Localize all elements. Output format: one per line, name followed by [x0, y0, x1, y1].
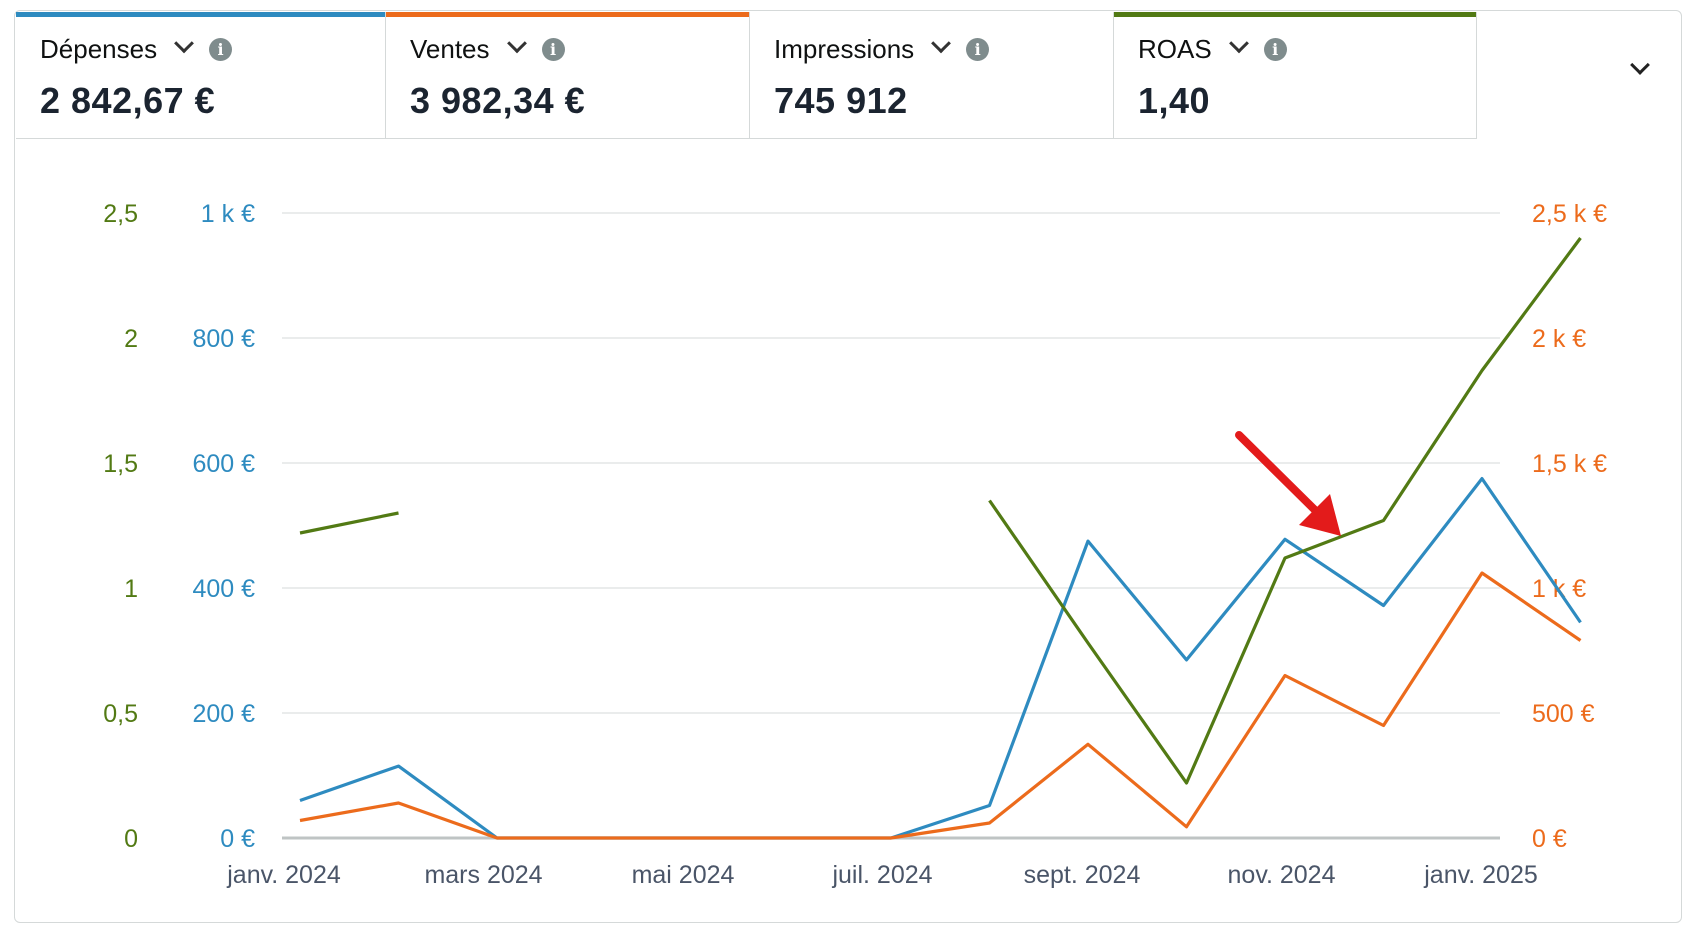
metric-value: 1,40	[1138, 80, 1211, 121]
y-tick-roas: 2	[124, 325, 138, 353]
metric-label: ROAS	[1138, 33, 1212, 64]
series-line-roas	[988, 237, 1582, 785]
y-tick-spend: 200 €	[192, 700, 255, 728]
x-tick-label: janv. 2024	[226, 861, 341, 889]
metric-label: Impressions	[774, 33, 915, 64]
metric-tabs: Dépenses i 2 842,67 € Ventes i 3 982,34 …	[16, 12, 1477, 139]
performance-card	[14, 10, 1682, 923]
y-tick-sales: 1,5 k €	[1532, 450, 1607, 478]
y-tick-sales: 2,5 k €	[1532, 200, 1607, 228]
x-tick-label: sept. 2024	[1024, 861, 1141, 889]
x-tick-label: mai 2024	[632, 861, 735, 889]
x-tick-label: mars 2024	[424, 861, 542, 889]
y-tick-spend: 400 €	[192, 575, 255, 603]
info-icon[interactable]: i	[1263, 37, 1287, 61]
y-tick-spend: 800 €	[192, 325, 255, 353]
y-tick-roas: 1	[124, 575, 138, 603]
y-tick-roas: 0,5	[103, 700, 138, 728]
y-tick-roas: 1,5	[103, 450, 138, 478]
red-arrow-head	[1299, 494, 1341, 536]
metric-value: 3 982,34 €	[410, 80, 586, 121]
info-icon[interactable]: i	[209, 37, 233, 61]
metric-tab-impressions[interactable]: Impressions i 745 912	[750, 12, 1114, 139]
metric-label: Dépenses	[40, 33, 158, 64]
y-tick-sales: 0 €	[1532, 825, 1567, 853]
x-tick-label: nov. 2024	[1228, 861, 1336, 889]
y-tick-roas: 0	[124, 825, 138, 853]
metric-color-bar	[1114, 12, 1476, 17]
y-tick-spend: 0 €	[220, 825, 255, 853]
y-tick-spend: 1 k €	[201, 200, 255, 228]
metric-tab-spend[interactable]: Dépenses i 2 842,67 €	[16, 12, 386, 139]
y-tick-sales: 500 €	[1532, 700, 1595, 728]
y-tick-spend: 600 €	[192, 450, 255, 478]
y-tick-roas: 2,5	[103, 200, 138, 228]
y-tick-sales: 2 k €	[1532, 325, 1586, 353]
info-icon[interactable]: i	[541, 37, 565, 61]
series-line-sales	[299, 571, 1582, 840]
red-arrow-icon	[1235, 431, 1325, 520]
metric-value: 745 912	[774, 80, 908, 121]
metric-value: 2 842,67 €	[40, 80, 216, 121]
metric-tab-roas[interactable]: ROAS i 1,40	[1114, 12, 1477, 139]
x-tick-label: juil. 2024	[831, 861, 932, 889]
metric-color-bar	[386, 12, 749, 17]
metric-color-bar	[16, 12, 385, 17]
x-tick-label: janv. 2025	[1423, 861, 1538, 889]
series-line-roas	[299, 511, 399, 535]
metric-label: Ventes	[410, 33, 490, 64]
series-line-spend	[299, 477, 1582, 840]
info-icon[interactable]: i	[966, 37, 990, 61]
metric-tab-sales[interactable]: Ventes i 3 982,34 €	[386, 12, 750, 139]
